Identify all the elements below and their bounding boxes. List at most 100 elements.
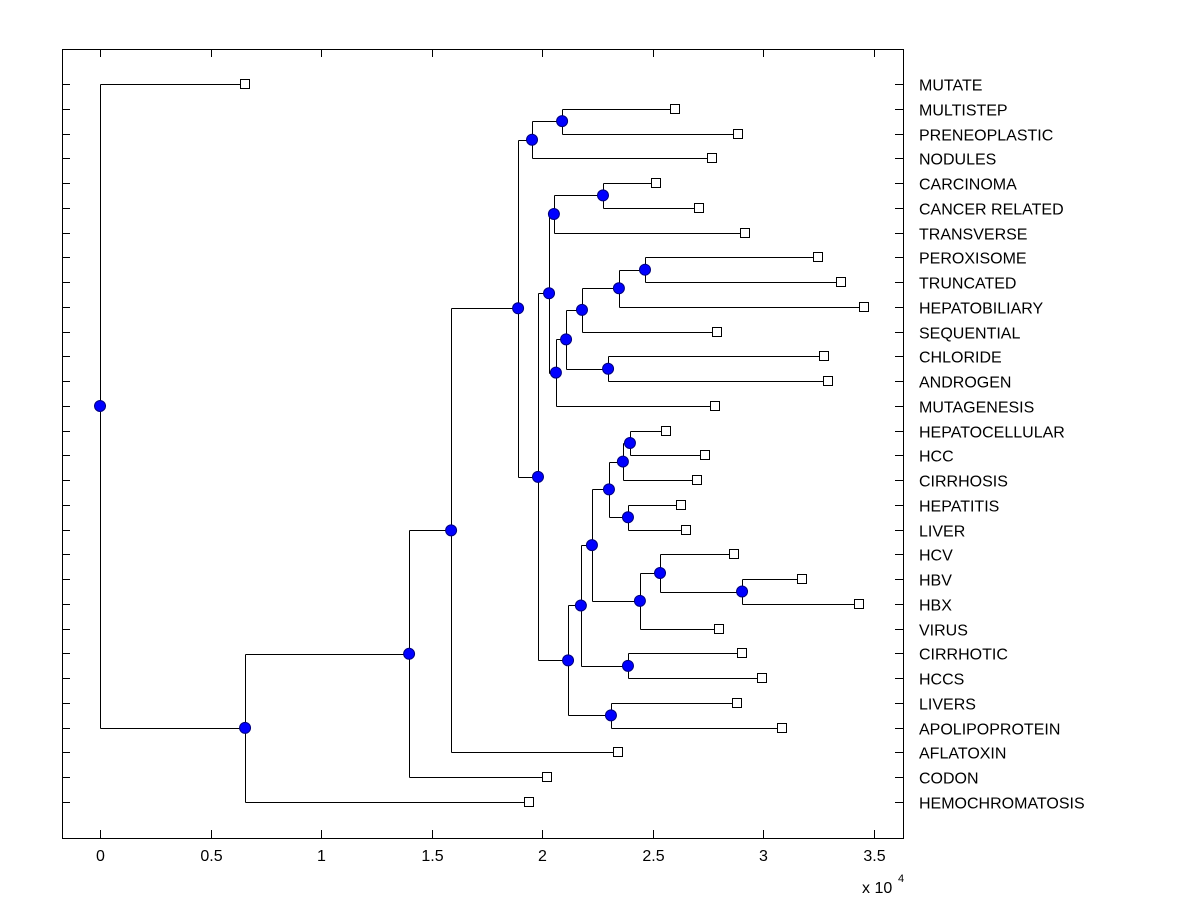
leaf-marker (681, 525, 691, 535)
cluster-node-marker (526, 133, 539, 146)
x-tick-label: 1.5 (421, 848, 443, 865)
cluster-node-marker (556, 115, 569, 128)
leaf-marker (613, 747, 623, 757)
x-exponent-base: x 10 (862, 880, 892, 897)
leaf-label: TRUNCATED (919, 276, 1016, 293)
leaf-label: SEQUENTIAL (919, 326, 1020, 343)
leaf-marker (777, 723, 787, 733)
x-tick-label: 1 (317, 848, 326, 865)
leaf-label: CANCER RELATED (919, 202, 1064, 219)
leaf-marker (661, 426, 671, 436)
cluster-node-marker (562, 654, 575, 667)
cluster-node-marker (604, 709, 617, 722)
leaf-label: HEPATOCELLULAR (919, 425, 1065, 442)
leaf-marker (714, 624, 724, 634)
leaf-marker (676, 500, 686, 510)
cluster-node-marker (574, 599, 587, 612)
leaf-label: HCCS (919, 672, 964, 689)
cluster-node-marker (512, 302, 525, 315)
leaf-label: CHLORIDE (919, 350, 1002, 367)
leaf-marker (694, 203, 704, 213)
x-axis-exponent: x 10 4 (862, 873, 904, 897)
leaf-marker (813, 252, 823, 262)
cluster-node-marker (549, 366, 562, 379)
leaf-marker (712, 327, 722, 337)
cluster-node-marker (445, 524, 458, 537)
cluster-node-marker (736, 585, 749, 598)
leaf-label: HCV (919, 548, 953, 565)
cluster-node-marker (638, 263, 651, 276)
x-exponent-power: 4 (898, 873, 904, 885)
cluster-node-marker (633, 594, 646, 607)
leaf-marker (859, 302, 869, 312)
leaf-labels: MUTATE MULTISTEP PRENEOPLASTIC NODULES CARCI… (919, 78, 1085, 813)
leaf-marker (737, 648, 747, 658)
leaf-marker (819, 351, 829, 361)
axes: 0 0.5 1 1.5 2 2.5 3 3.5 (62, 49, 904, 865)
leaf-label: HEPATOBILIARY (919, 301, 1044, 318)
leaf-marker (651, 178, 661, 188)
leaf-label: CODON (919, 771, 979, 788)
leaf-label: LIVER (919, 524, 965, 541)
x-tick-label: 3 (759, 848, 768, 865)
cluster-node-marker (543, 287, 556, 300)
cluster-node-marker (575, 303, 588, 316)
leaf-marker (823, 376, 833, 386)
leaf-label: ANDROGEN (919, 375, 1011, 392)
leaf-label: APOLIPOPROTEIN (919, 722, 1060, 739)
leaf-label: MUTAGENESIS (919, 400, 1034, 417)
cluster-node-marker (531, 470, 544, 483)
leaf-marker (733, 129, 743, 139)
leaf-markers (240, 79, 869, 807)
leaf-label: LIVERS (919, 697, 976, 714)
leaf-label: CIRRHOTIC (919, 647, 1008, 664)
x-tick-label: 0 (96, 848, 105, 865)
leaf-marker (700, 450, 710, 460)
cluster-node-marker (585, 539, 598, 552)
leaf-label: PEROXISOME (919, 251, 1027, 268)
y-ticks (62, 84, 903, 803)
leaf-marker (729, 549, 739, 559)
leaf-label: CARCINOMA (919, 177, 1017, 194)
x-tick-label: 3.5 (863, 848, 885, 865)
x-tick-label: 2 (538, 848, 547, 865)
leaf-label: MUTATE (919, 78, 982, 95)
leaf-label: MULTISTEP (919, 103, 1008, 120)
leaf-marker (854, 599, 864, 609)
node-markers (94, 115, 749, 734)
cluster-node-marker (547, 207, 560, 220)
cluster-node-marker (596, 189, 609, 202)
cluster-node-marker (239, 721, 252, 734)
cluster-node-marker (621, 511, 634, 524)
cluster-node-marker (94, 399, 107, 412)
leaf-label: HEMOCHROMATOSIS (919, 796, 1085, 813)
cluster-node-marker (654, 566, 667, 579)
leaf-marker (542, 772, 552, 782)
leaf-marker (707, 153, 717, 163)
leaf-label: NODULES (919, 152, 996, 169)
leaf-label: CIRRHOSIS (919, 474, 1008, 491)
leaf-marker (692, 475, 702, 485)
x-tick-label: 2.5 (642, 848, 664, 865)
cluster-node-marker (602, 483, 615, 496)
leaf-marker (797, 574, 807, 584)
leaf-label: HBV (919, 573, 952, 590)
leaf-label: HCC (919, 449, 954, 466)
leaf-label: TRANSVERSE (919, 227, 1027, 244)
cluster-node-marker (621, 659, 634, 672)
cluster-node-marker (623, 437, 636, 449)
plot-frame (62, 49, 904, 839)
leaf-label: PRENEOPLASTIC (919, 128, 1053, 145)
leaf-label: HEPATITIS (919, 499, 999, 516)
leaf-marker (524, 797, 534, 807)
leaf-marker (757, 673, 767, 683)
leaf-marker (836, 277, 846, 287)
leaf-marker (740, 228, 750, 238)
cluster-node-marker (616, 455, 629, 468)
leaf-marker (710, 401, 720, 411)
leaf-marker (240, 79, 250, 89)
leaf-marker (732, 698, 742, 708)
cluster-node-marker (560, 333, 573, 346)
